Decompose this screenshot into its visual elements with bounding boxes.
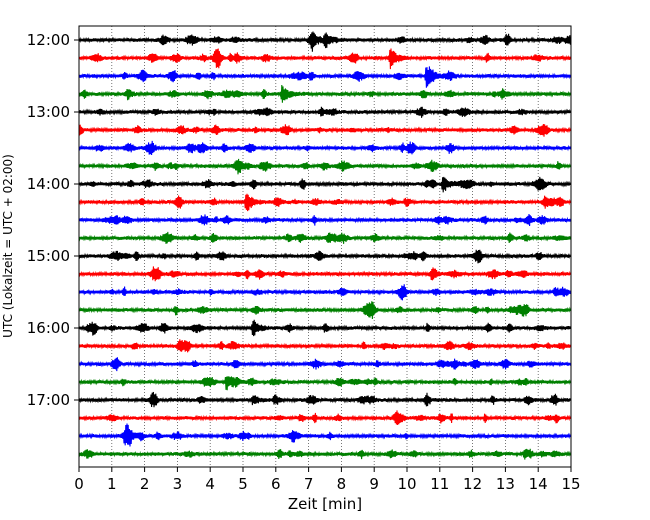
x-axis-label: Zeit [min] bbox=[288, 495, 362, 513]
y-tick-label: 14:00 bbox=[27, 175, 70, 193]
x-tick-label: 0 bbox=[74, 475, 84, 493]
x-tick-label: 8 bbox=[337, 475, 347, 493]
x-axis-ticks: 0 1 2 3 4 5 6 7 8 9 10 11 12 13 14 15 bbox=[74, 467, 581, 493]
seismogram-trace-1615 bbox=[78, 339, 571, 353]
y-tick-label: 15:00 bbox=[27, 247, 70, 265]
seismogram-trace-1330 bbox=[78, 140, 571, 156]
seismogram-trace-1630 bbox=[78, 357, 571, 372]
seismogram-trace-1715 bbox=[78, 410, 571, 426]
x-tick-label: 12 bbox=[463, 475, 482, 493]
y-axis-ticks: 12:00 13:00 14:00 15:00 16:00 17:00 bbox=[27, 31, 79, 409]
seismogram-trace-1200 bbox=[78, 31, 571, 52]
seismogram-trace-1600 bbox=[78, 319, 571, 337]
seismogram-trace-1745 bbox=[78, 448, 571, 460]
x-tick-label: 13 bbox=[496, 475, 515, 493]
seismogram-trace-1445 bbox=[78, 231, 571, 244]
y-tick-label: 17:00 bbox=[27, 391, 70, 409]
plot-frame bbox=[78, 25, 572, 468]
seismogram-trace-1415 bbox=[78, 193, 571, 212]
seismogram-trace-1315 bbox=[78, 124, 571, 137]
seismogram-trace-1645 bbox=[78, 376, 571, 391]
plot-background bbox=[79, 26, 571, 467]
seismogram-trace-1345 bbox=[78, 158, 571, 175]
y-axis-label: UTC (Lokalzeit = UTC + 02:00) bbox=[1, 154, 15, 338]
seismogram-trace-1215 bbox=[78, 48, 571, 70]
x-tick-label: 14 bbox=[529, 475, 548, 493]
seismogram-trace-1515 bbox=[78, 266, 571, 282]
seismogram-trace-1230 bbox=[78, 66, 571, 88]
x-tick-label: 3 bbox=[173, 475, 183, 493]
seismogram-trace-1545 bbox=[78, 301, 571, 319]
x-tick-label: 9 bbox=[369, 475, 379, 493]
y-tick-label: 16:00 bbox=[27, 319, 70, 337]
x-tick-label: 6 bbox=[271, 475, 281, 493]
seismogram-trace-1530 bbox=[78, 284, 571, 301]
y-tick-label: 12:00 bbox=[27, 31, 70, 49]
y-tick-label: 13:00 bbox=[27, 103, 70, 121]
x-tick-label: 1 bbox=[107, 475, 117, 493]
seismogram-trace-1245 bbox=[78, 84, 571, 103]
seismogram-trace-1300 bbox=[78, 106, 571, 118]
x-tick-label: 5 bbox=[238, 475, 248, 493]
seismogram-trace-1700 bbox=[78, 391, 571, 408]
x-tick-label: 7 bbox=[304, 475, 314, 493]
x-tick-label: 10 bbox=[397, 475, 416, 493]
x-tick-label: 15 bbox=[561, 475, 580, 493]
x-tick-label: 11 bbox=[430, 475, 449, 493]
seismogram-trace-1400 bbox=[78, 176, 571, 193]
seismogram-trace-1730 bbox=[78, 423, 571, 447]
seismogram-trace-1500 bbox=[78, 249, 571, 264]
seismogram-traces bbox=[78, 31, 571, 460]
seismogram-trace-1430 bbox=[78, 214, 571, 226]
x-tick-label: 2 bbox=[140, 475, 150, 493]
x-tick-label: 4 bbox=[205, 475, 215, 493]
